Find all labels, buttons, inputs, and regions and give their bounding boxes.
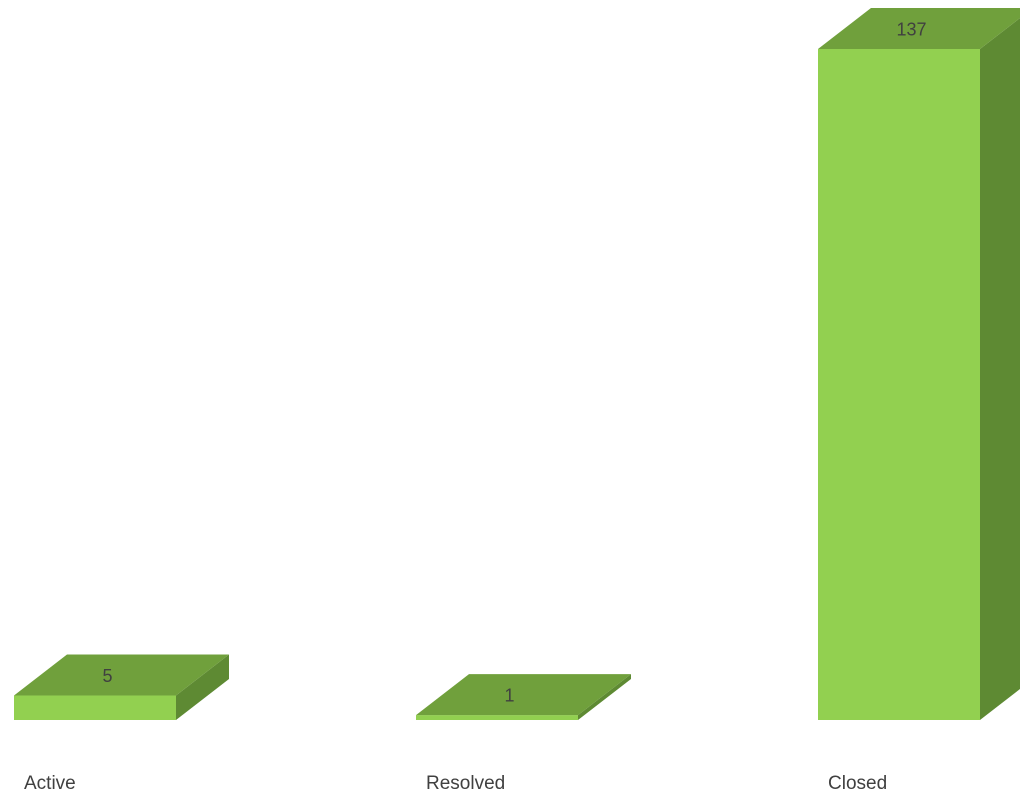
- bar-side-resolved: [578, 674, 631, 720]
- data-label-closed: 137: [896, 20, 926, 40]
- bar-side-active: [176, 654, 229, 720]
- bar-top-active: [14, 654, 229, 696]
- bar-top-resolved: [416, 674, 631, 716]
- data-labels-group: 5 1 137: [102, 20, 926, 706]
- category-labels-group: Active Resolved Closed: [24, 773, 887, 794]
- bar-front-resolved: [416, 715, 578, 720]
- bar-side-closed: [980, 18, 1020, 720]
- bar-front-closed: [818, 49, 980, 720]
- bar-active: [14, 654, 229, 720]
- data-label-active: 5: [102, 666, 112, 686]
- bar-top-closed: [818, 8, 1020, 49]
- bar-closed: [818, 8, 1020, 720]
- bar-resolved: [416, 674, 631, 720]
- category-label-closed: Closed: [828, 773, 887, 794]
- category-label-active: Active: [24, 773, 76, 794]
- category-label-resolved: Resolved: [426, 773, 505, 794]
- data-label-resolved: 1: [504, 686, 514, 706]
- bars-group: [14, 8, 1020, 720]
- bar-front-active: [14, 695, 176, 720]
